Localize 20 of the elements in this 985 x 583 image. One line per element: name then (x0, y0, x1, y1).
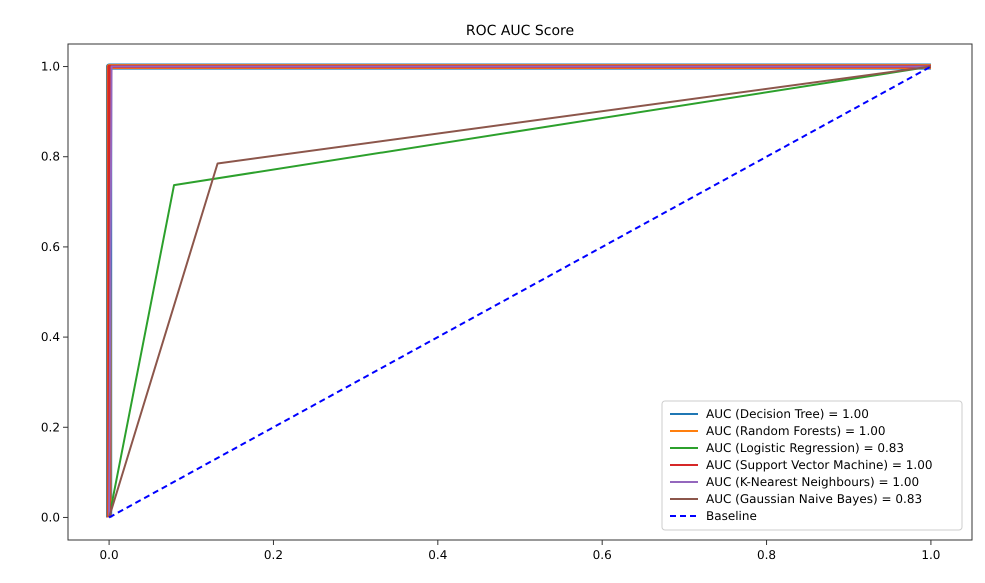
x-tick-label: 0.4 (428, 548, 448, 562)
x-tick-label: 0.6 (592, 548, 612, 562)
legend-label: AUC (Support Vector Machine) = 1.00 (706, 458, 932, 472)
y-tick-label: 0.2 (40, 420, 60, 434)
legend-label: AUC (Random Forests) = 1.00 (706, 424, 886, 438)
legend-label: AUC (Gaussian Naive Bayes) = 0.83 (706, 492, 922, 506)
legend-label: AUC (Decision Tree) = 1.00 (706, 407, 869, 421)
legend-label: AUC (Logistic Regression) = 0.83 (706, 441, 904, 455)
y-tick-label: 1.0 (40, 60, 60, 74)
legend-label: AUC (K-Nearest Neighbours) = 1.00 (706, 475, 920, 489)
y-tick-label: 0.8 (40, 150, 60, 164)
x-tick-label: 1.0 (921, 548, 940, 562)
x-tick-label: 0.2 (264, 548, 283, 562)
x-tick-label: 0.0 (100, 548, 119, 562)
chart-title: ROC AUC Score (466, 23, 574, 39)
legend-label: Baseline (706, 509, 757, 523)
y-tick-label: 0.0 (40, 510, 60, 524)
y-tick-label: 0.4 (40, 330, 60, 344)
y-tick-label: 0.6 (40, 240, 60, 254)
x-tick-label: 0.8 (757, 548, 776, 562)
